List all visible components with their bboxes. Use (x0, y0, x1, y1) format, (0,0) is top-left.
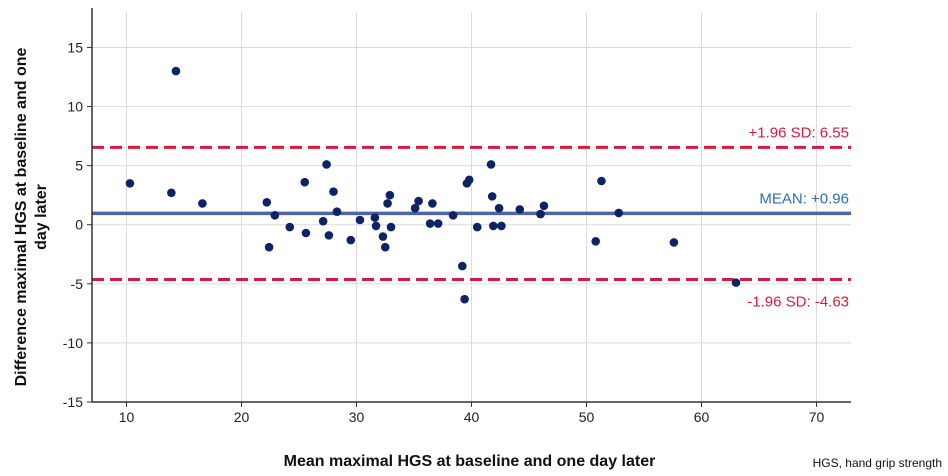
data-point (448, 210, 458, 220)
y-axis-title-line: Difference maximal HGS at baseline and o… (13, 48, 30, 387)
data-point (171, 66, 181, 76)
data-points (125, 66, 741, 304)
reference-line-label: MEAN: +0.96 (759, 190, 849, 207)
data-point (425, 219, 435, 228)
x-tick-label: 50 (579, 409, 595, 425)
data-point (285, 222, 295, 232)
data-point (324, 231, 334, 240)
data-point (494, 203, 504, 213)
data-point (301, 228, 311, 238)
data-point (472, 222, 482, 232)
x-tick-label: 30 (349, 409, 365, 425)
data-point (318, 216, 328, 226)
y-axis-title: Difference maximal HGS at baseline and o… (13, 48, 50, 387)
data-point (371, 221, 381, 231)
data-point (428, 199, 437, 208)
data-point (385, 190, 395, 200)
grid-layer (92, 12, 851, 403)
data-point (591, 236, 600, 246)
reference-lines: +1.96 SD: 6.55 MEAN: +0.96 -1.96 SD: -4.63 (92, 124, 851, 310)
data-point (489, 221, 498, 231)
data-point (322, 160, 331, 169)
data-point (378, 232, 388, 241)
x-tick-label: 10 (119, 409, 135, 425)
y-tick-label: 0 (75, 217, 83, 233)
data-point (329, 187, 338, 196)
data-point (487, 192, 497, 201)
y-axis-title-line: day later (33, 184, 50, 250)
data-point (539, 201, 549, 211)
data-point (264, 242, 274, 252)
axis-titles: Mean maximal HGS at baseline and one day… (13, 48, 655, 470)
x-tick-label: 70 (809, 409, 825, 425)
data-point (433, 219, 443, 228)
data-point (536, 209, 545, 219)
y-tick-label: -10 (63, 335, 83, 351)
data-point (731, 278, 741, 287)
y-tick-label: 10 (67, 99, 83, 115)
data-point (414, 196, 423, 206)
data-point (597, 176, 606, 186)
y-tick-label: 15 (67, 39, 83, 55)
data-point (167, 188, 176, 198)
data-point (262, 197, 272, 207)
y-tick-label: -5 (71, 276, 84, 292)
x-axis-title: Mean maximal HGS at baseline and one day… (284, 453, 656, 470)
data-point (515, 205, 525, 214)
data-point (497, 221, 506, 231)
data-point (486, 160, 496, 169)
data-point (332, 207, 342, 217)
data-point (464, 175, 474, 185)
data-point (125, 179, 135, 188)
y-tick-label: -15 (63, 394, 83, 410)
data-point (355, 215, 365, 225)
data-point (380, 242, 390, 252)
data-point (270, 210, 280, 220)
data-point (410, 203, 420, 213)
axes: 10 20 30 40 50 60 70 -15 -10 -5 0 5 10 15 (63, 8, 851, 425)
data-point (198, 199, 207, 208)
x-tick-label: 20 (234, 409, 250, 425)
y-tick-label: 5 (75, 158, 83, 174)
data-point (346, 235, 356, 245)
data-point (383, 199, 392, 208)
reference-line-label: -1.96 SD: -4.63 (747, 293, 849, 310)
data-point (669, 238, 679, 247)
reference-line-label: +1.96 SD: 6.55 (749, 124, 850, 141)
data-point (460, 294, 469, 304)
x-tick-label: 40 (464, 409, 480, 425)
data-point (300, 177, 310, 187)
footnote: HGS, hand grip strength (812, 456, 942, 470)
data-point (458, 261, 467, 271)
data-point (386, 222, 396, 232)
data-point (370, 213, 380, 222)
x-tick-label: 60 (694, 409, 710, 425)
data-point (614, 208, 623, 218)
